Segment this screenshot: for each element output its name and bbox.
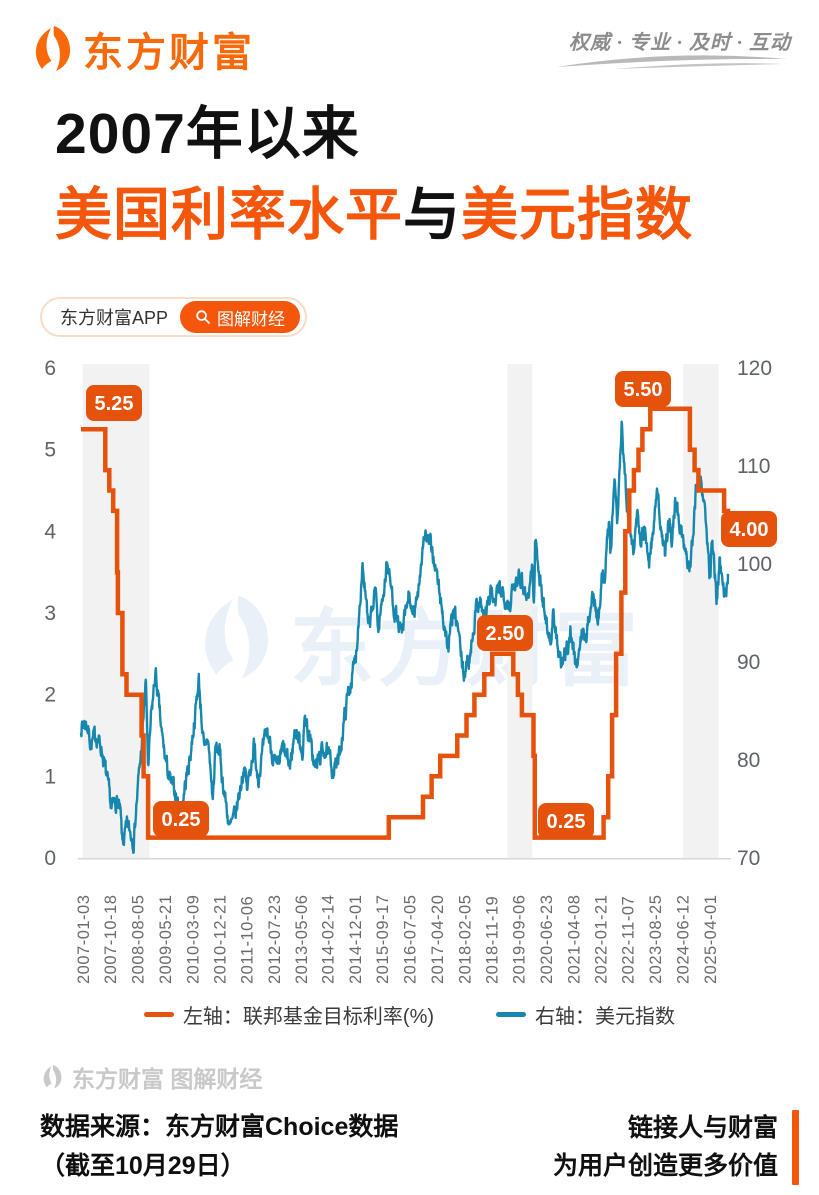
svg-text:2025-04-01: 2025-04-01 bbox=[702, 895, 720, 984]
svg-text:100: 100 bbox=[737, 553, 772, 576]
chart-channel-pill[interactable]: 图解财经 bbox=[180, 301, 301, 333]
svg-text:2021-04-08: 2021-04-08 bbox=[565, 895, 583, 984]
svg-text:2007-10-18: 2007-10-18 bbox=[102, 895, 120, 984]
tagline-swoosh-icon bbox=[557, 55, 787, 69]
svg-text:2022-01-21: 2022-01-21 bbox=[592, 895, 610, 984]
chart-legend: 左轴：联邦基金目标利率(%) 右轴：美元指数 bbox=[0, 1000, 819, 1029]
svg-text:2014-12-01: 2014-12-01 bbox=[347, 895, 365, 984]
data-source-line1: 数据来源：东方财富Choice数据 bbox=[40, 1113, 399, 1141]
svg-text:2.50: 2.50 bbox=[486, 623, 525, 645]
data-source: 数据来源：东方财富Choice数据 （截至10月29日） bbox=[40, 1108, 398, 1186]
search-icon bbox=[196, 310, 210, 324]
legend-swatch-rate bbox=[143, 1012, 174, 1017]
app-pill-label: 东方财富APP bbox=[60, 308, 169, 328]
svg-text:2018-02-05: 2018-02-05 bbox=[456, 895, 474, 984]
page-title-line2: 美国利率水平与美元指数 bbox=[55, 182, 693, 247]
legend-label-rate: 左轴：联邦基金目标利率(%) bbox=[182, 1006, 435, 1028]
slogan-accent-bar bbox=[792, 1110, 799, 1185]
svg-text:70: 70 bbox=[737, 847, 760, 870]
brand-logo: 东方财富 bbox=[25, 20, 255, 78]
svg-text:0: 0 bbox=[44, 847, 56, 870]
legend-item-dxy: 右轴：美元指数 bbox=[496, 1000, 675, 1029]
svg-text:2009-05-21: 2009-05-21 bbox=[157, 895, 175, 984]
svg-text:2011-10-06: 2011-10-06 bbox=[238, 896, 256, 984]
svg-text:2019-09-06: 2019-09-06 bbox=[511, 895, 529, 984]
svg-text:2024-06-12: 2024-06-12 bbox=[675, 895, 693, 984]
page-title-line1: 2007年以来 bbox=[55, 102, 360, 166]
badge-row: 东方财富APP 图解财经 bbox=[40, 297, 308, 337]
svg-text:0.25: 0.25 bbox=[547, 811, 586, 833]
slogan-text: 链接人与财富 为用户创造更多价值 bbox=[553, 1110, 778, 1185]
legend-label-dxy: 右轴：美元指数 bbox=[535, 1006, 676, 1028]
footer-logo-icon bbox=[38, 1064, 64, 1090]
svg-text:80: 80 bbox=[737, 749, 760, 772]
svg-text:2020-06-23: 2020-06-23 bbox=[538, 895, 556, 984]
svg-text:2015-09-17: 2015-09-17 bbox=[374, 895, 392, 984]
svg-text:5.25: 5.25 bbox=[95, 393, 134, 415]
svg-text:90: 90 bbox=[737, 651, 760, 674]
svg-text:110: 110 bbox=[737, 455, 770, 478]
slogan-line2: 为用户创造更多价值 bbox=[552, 1151, 778, 1180]
svg-text:2012-07-23: 2012-07-23 bbox=[266, 895, 284, 984]
svg-text:120: 120 bbox=[737, 357, 772, 380]
svg-text:2023-08-25: 2023-08-25 bbox=[647, 895, 665, 984]
footer-watermark-text: 东方财富 图解财经 bbox=[72, 1066, 263, 1092]
data-source-line2: （截至10月29日） bbox=[40, 1151, 246, 1180]
legend-item-rate: 左轴：联邦基金目标利率(%) bbox=[143, 1000, 435, 1029]
svg-text:2008-08-05: 2008-08-05 bbox=[130, 895, 148, 984]
svg-text:2022-11-07: 2022-11-07 bbox=[620, 896, 638, 984]
svg-text:2017-04-20: 2017-04-20 bbox=[429, 895, 447, 984]
app-pill[interactable]: 东方财富APP 图解财经 bbox=[40, 297, 308, 337]
legend-swatch-dxy bbox=[496, 1012, 527, 1017]
svg-text:4.00: 4.00 bbox=[730, 519, 769, 541]
brand-logo-icon bbox=[25, 24, 75, 74]
svg-text:2016-07-05: 2016-07-05 bbox=[402, 895, 420, 984]
svg-text:5.50: 5.50 bbox=[624, 379, 663, 401]
svg-text:2007-01-03: 2007-01-03 bbox=[75, 895, 93, 984]
brand-tagline: 权威 · 专业 · 及时 · 互动 bbox=[569, 32, 791, 54]
footer-watermark: 东方财富 图解财经 bbox=[38, 1060, 262, 1094]
chart-channel-label: 图解财经 bbox=[217, 309, 286, 329]
svg-text:2013-05-06: 2013-05-06 bbox=[293, 895, 311, 984]
brand-name: 东方财富 bbox=[83, 31, 255, 75]
svg-text:4: 4 bbox=[44, 520, 56, 543]
svg-text:0.25: 0.25 bbox=[162, 809, 201, 831]
slogan-block: 链接人与财富 为用户创造更多价值 bbox=[553, 1110, 799, 1185]
slogan-line1: 链接人与财富 bbox=[627, 1114, 778, 1142]
svg-text:1: 1 bbox=[44, 765, 56, 788]
svg-text:3: 3 bbox=[44, 602, 56, 625]
svg-text:2014-02-14: 2014-02-14 bbox=[320, 895, 338, 984]
svg-text:2010-12-21: 2010-12-21 bbox=[211, 895, 229, 984]
svg-text:5: 5 bbox=[44, 439, 56, 462]
svg-text:2018-11-19: 2018-11-19 bbox=[483, 896, 501, 984]
page-title: 2007年以来 美国利率水平与美元指数 bbox=[55, 94, 693, 256]
svg-text:6: 6 bbox=[44, 357, 56, 380]
svg-text:2010-03-09: 2010-03-09 bbox=[184, 895, 202, 984]
svg-text:2: 2 bbox=[44, 684, 56, 707]
